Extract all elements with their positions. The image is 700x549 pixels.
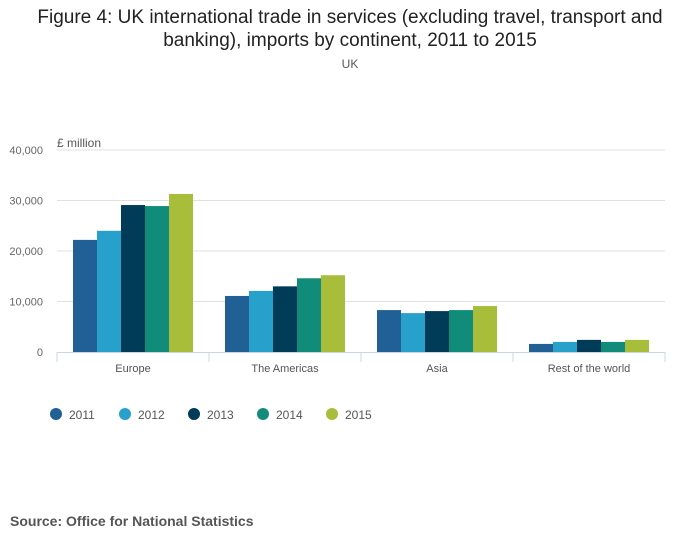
bar-2011-europe [73,239,97,352]
legend-marker-2013 [188,408,200,420]
y-axis-label: £ million [57,136,101,150]
x-tick-label: Rest of the world [548,363,631,375]
legend-label-2015: 2015 [345,408,372,422]
chart-title: Figure 4: UK international trade in serv… [0,6,700,52]
bar-2013-rest-of-the-world [577,339,601,352]
bar-2014-rest-of-the-world [601,341,625,352]
bar-2013-asia [425,311,449,352]
chart-subtitle: UK [341,57,359,71]
chart-title-line-2: banking), imports by continent, 2011 to … [163,30,537,51]
bar-2011-rest-of-the-world [529,343,553,352]
source-note: Source: Office for National Statistics [10,513,254,529]
legend-marker-2014 [257,408,269,420]
legend-label-2011: 2011 [69,408,95,422]
bar-2014-europe [145,206,169,352]
bar-chart: 0 10,000 20,000 30,000 40,000 £ million Europe… [9,136,666,422]
chart-title-line-1: Figure 4: UK international trade in serv… [37,7,663,28]
bar-2015-europe [169,193,193,352]
bar-2015-rest-of-the-world [625,339,649,352]
bar-2012-europe [97,230,121,352]
legend-marker-2011 [50,408,62,420]
bar-2015-the-americas [321,275,345,352]
y-tick-label: 10,000 [9,297,43,309]
legend-marker-2012 [119,408,131,420]
x-tick-label: The Americas [251,363,319,375]
bar-2012-the-americas [249,290,273,352]
bar-2013-europe [121,205,145,352]
y-tick-label: 20,000 [9,246,43,258]
legend-marker-2015 [326,408,338,420]
legend-label-2013: 2013 [207,408,234,422]
bar-2015-asia [473,306,497,352]
legend-label-2012: 2012 [138,408,165,422]
legend-label-2014: 2014 [276,408,303,422]
y-tick-label: 0 [37,347,43,359]
x-tick-label: Europe [115,363,150,375]
y-tick-label: 30,000 [9,196,43,208]
bar-2014-the-americas [297,278,321,352]
bar-2014-asia [449,310,473,352]
bar-2013-the-americas [273,286,297,352]
bar-2011-the-americas [225,295,249,352]
y-tick-label: 40,000 [9,145,43,157]
bar-2011-asia [377,310,401,352]
bar-2012-rest-of-the-world [553,341,577,352]
x-tick-label: Asia [426,363,448,375]
bar-2012-asia [401,313,425,352]
